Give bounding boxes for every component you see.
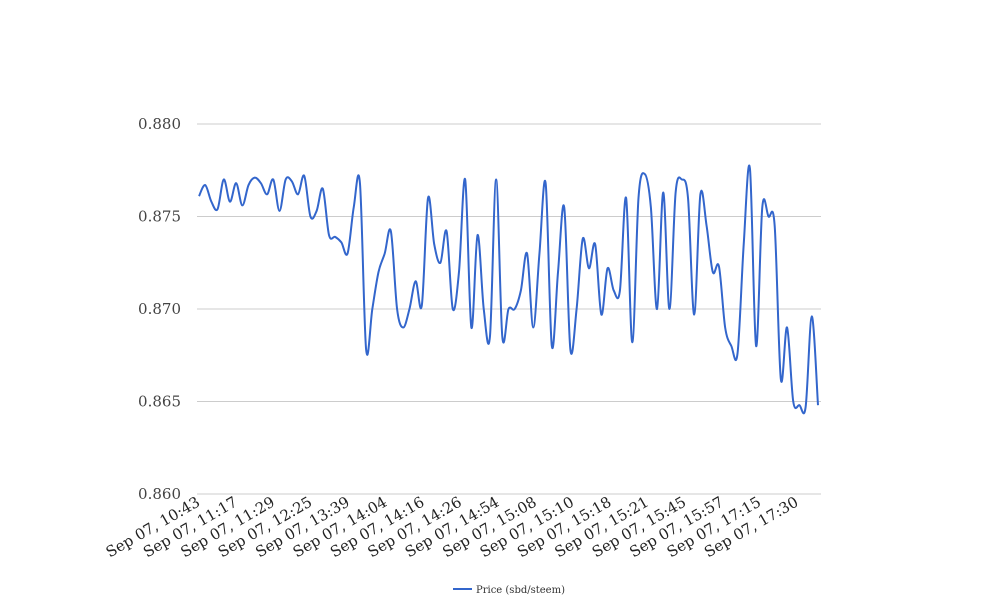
y-tick-label: 0.880: [138, 115, 181, 133]
legend[interactable]: Price (sbd/steem): [453, 585, 565, 596]
y-tick-label: 0.875: [138, 208, 181, 226]
legend-label: Price (sbd/steem): [476, 585, 565, 596]
y-tick-label: 0.865: [138, 393, 181, 411]
y-tick-label: 0.860: [138, 485, 181, 503]
y-tick-label: 0.870: [138, 300, 181, 318]
series-lines: [198, 164, 819, 415]
series-line-price: [198, 164, 819, 415]
y-axis-tick-labels: 0.860 0.865 0.870 0.875 0.880: [138, 115, 181, 503]
